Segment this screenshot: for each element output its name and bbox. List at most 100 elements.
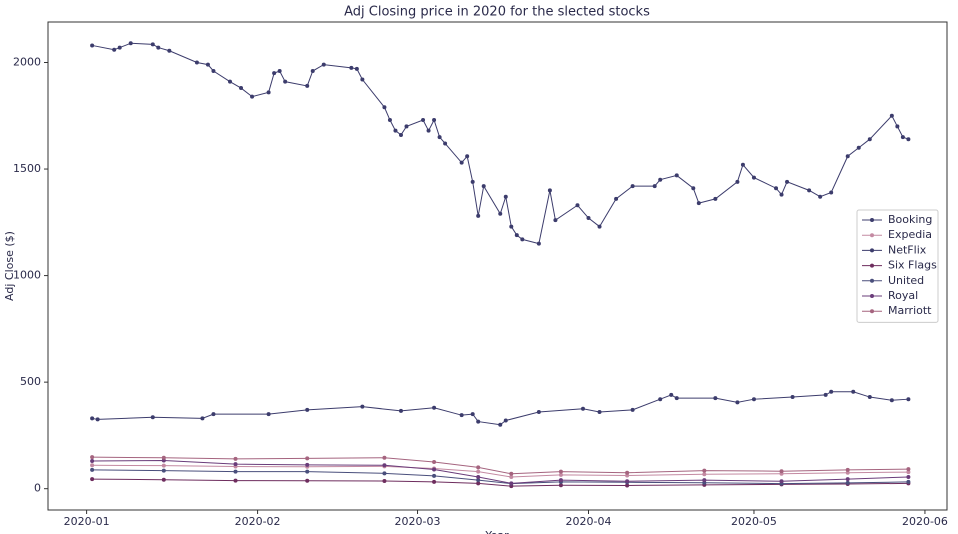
- point: [779, 192, 784, 197]
- point: [476, 469, 481, 474]
- series: [90, 41, 911, 246]
- x-tick-label: 2020-05: [731, 515, 777, 528]
- point: [305, 456, 310, 461]
- legend-marker: [870, 263, 874, 268]
- point: [90, 463, 95, 468]
- point: [90, 477, 95, 482]
- point: [233, 456, 238, 461]
- point: [889, 398, 894, 403]
- point: [360, 77, 365, 82]
- point: [735, 400, 740, 405]
- point: [239, 86, 244, 91]
- point: [597, 409, 602, 414]
- point: [614, 196, 619, 201]
- point: [889, 113, 894, 118]
- legend-label: Booking: [888, 213, 932, 226]
- point: [774, 186, 779, 191]
- x-tick-label: 2020-06: [902, 515, 948, 528]
- point: [785, 179, 790, 184]
- point: [95, 417, 100, 422]
- point: [476, 419, 481, 424]
- legend-label: NetFlix: [888, 243, 927, 256]
- point: [895, 124, 900, 129]
- point: [382, 455, 387, 460]
- point: [476, 481, 481, 486]
- point: [509, 471, 514, 476]
- series: [90, 455, 911, 476]
- y-tick-label: 2000: [13, 55, 41, 68]
- point: [398, 132, 403, 137]
- series: [90, 477, 911, 489]
- point: [432, 479, 437, 484]
- point: [117, 45, 122, 50]
- point: [625, 473, 630, 478]
- point: [900, 135, 905, 140]
- legend-marker: [870, 309, 874, 314]
- point: [437, 135, 442, 140]
- point: [382, 463, 387, 468]
- point: [553, 218, 558, 223]
- point: [558, 483, 563, 488]
- point: [906, 397, 911, 402]
- point: [906, 479, 911, 484]
- point: [790, 395, 795, 400]
- point: [90, 455, 95, 460]
- point: [233, 462, 238, 467]
- point: [360, 404, 365, 409]
- point: [272, 71, 277, 76]
- point: [625, 479, 630, 484]
- point: [387, 118, 392, 123]
- point: [702, 472, 707, 477]
- point: [90, 43, 95, 48]
- point: [233, 478, 238, 483]
- point: [558, 472, 563, 477]
- point: [818, 194, 823, 199]
- point: [205, 62, 210, 67]
- legend-label: Marriott: [888, 304, 932, 317]
- line: [92, 478, 909, 487]
- point: [514, 233, 519, 238]
- point: [211, 69, 216, 74]
- x-tick-label: 2020-04: [566, 515, 612, 528]
- point: [503, 418, 508, 423]
- point: [465, 154, 470, 159]
- point: [426, 128, 431, 133]
- point: [404, 124, 409, 129]
- point: [856, 145, 861, 150]
- point: [200, 416, 205, 421]
- point: [382, 479, 387, 484]
- point: [150, 415, 155, 420]
- point: [674, 396, 679, 401]
- chart-title: Adj Closing price in 2020 for the slecte…: [344, 5, 650, 20]
- point: [845, 467, 850, 472]
- point: [823, 392, 828, 397]
- point: [658, 177, 663, 182]
- point: [349, 65, 354, 70]
- point: [751, 175, 756, 180]
- point: [310, 69, 315, 74]
- point: [266, 90, 271, 95]
- point: [470, 412, 475, 417]
- point: [459, 413, 464, 418]
- line: [92, 460, 909, 484]
- point: [305, 83, 310, 88]
- point: [112, 47, 117, 52]
- point: [751, 397, 756, 402]
- point: [597, 224, 602, 229]
- legend-label: Royal: [888, 289, 918, 302]
- y-tick-label: 1500: [13, 162, 41, 175]
- point: [354, 66, 359, 71]
- point: [503, 194, 508, 199]
- point: [779, 479, 784, 484]
- x-tick-label: 2020-03: [395, 515, 441, 528]
- point: [128, 41, 133, 46]
- point: [498, 211, 503, 216]
- point: [459, 160, 464, 165]
- point: [421, 118, 426, 123]
- point: [536, 409, 541, 414]
- point: [305, 469, 310, 474]
- point: [161, 458, 166, 463]
- point: [696, 201, 701, 206]
- point: [156, 45, 161, 50]
